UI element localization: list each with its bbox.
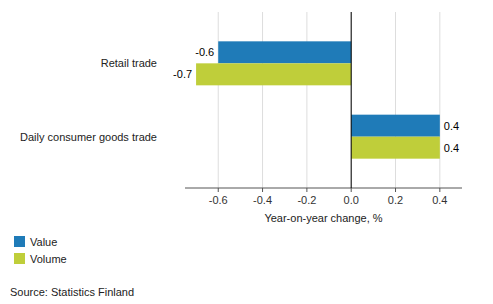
tick-label: 0.4 [432,194,447,206]
data-label: -0.6 [195,46,214,58]
tick-label: -0.4 [253,194,272,206]
grid-line [351,12,352,188]
tick-mark [218,188,219,192]
category-label: Retail trade [101,57,157,69]
legend-swatch [14,236,25,247]
tick-mark [351,188,352,192]
bar [196,63,351,85]
category-label: Daily consumer goods trade [20,131,157,143]
grid [218,12,440,188]
legend-label: Value [30,236,57,248]
data-labels: 0.4 -0.6 0.4 -0.7 [173,46,459,153]
tick-label: -0.6 [209,194,228,206]
tick-label: -0.2 [297,194,316,206]
bars [196,41,440,158]
grid-line [395,12,396,188]
x-axis-label: Year-on-year change, % [264,212,382,224]
tick-mark [262,188,263,192]
grid-line [306,12,307,188]
x-axis: -0.6 -0.4 -0.2 0.0 0.2 0.4 [185,188,462,206]
tick-mark [306,188,307,192]
bar [351,137,440,159]
tick-mark [395,188,396,192]
data-label: -0.7 [173,68,192,80]
legend: Value Volume [14,236,67,265]
tick-label: 0.2 [388,194,403,206]
legend-label: Volume [30,253,67,265]
grid-line [218,12,219,188]
tick-label: 0.0 [344,194,359,206]
source-note: Source: Statistics Finland [10,286,134,298]
bar [351,115,440,137]
grid-line [262,12,263,188]
data-label: 0.4 [444,142,459,154]
tick-mark [439,188,440,192]
bar [218,41,351,63]
zero-line [351,12,352,188]
grid-line [439,12,440,188]
legend-swatch [14,253,25,264]
axis-line [185,188,462,189]
data-label: 0.4 [444,120,459,132]
chart: -0.6 -0.4 -0.2 0.0 0.2 0.4 Year-on-year change… [0,0,493,304]
